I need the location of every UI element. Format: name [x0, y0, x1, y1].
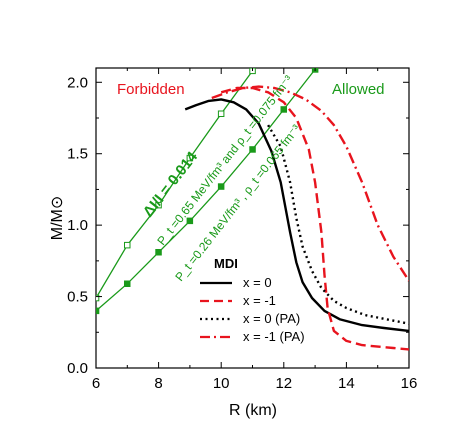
constraint-marker-open [217, 110, 225, 117]
x-tick-label: 12 [275, 375, 292, 392]
constraint-marker-filled [249, 146, 256, 153]
y-tick-label: 0.5 [67, 289, 88, 306]
x-tick-label: 8 [154, 375, 162, 392]
constraint-marker-filled [186, 217, 194, 225]
constraint-marker-open [96, 294, 100, 302]
y-tick-label: 1.0 [67, 217, 88, 234]
y-axis-title: M/M⊙ [49, 196, 66, 241]
series-line-2 [267, 124, 409, 325]
series-line-0 [184, 98, 409, 333]
constraint-marker-filled [280, 106, 287, 113]
axis-ticks: 6 8 10 12 14 16 0.0 0.5 1.0 1.5 2.0 [67, 68, 417, 392]
legend: MDI x = 0 x = -1 x = 0 (PA) x = -1 (PA) [200, 256, 305, 344]
x-tick-label: 10 [213, 375, 230, 392]
y-tick-label: 0.0 [67, 360, 88, 377]
constraint-marker-filled [96, 307, 100, 315]
legend-entry-xm1: x = -1 [243, 293, 276, 308]
constraint-marker-filled [217, 183, 225, 190]
constraint-line-filled [96, 68, 316, 312]
series-line-1 [220, 86, 409, 351]
allowed-label: Allowed [332, 81, 385, 98]
x-axis-title: R (km) [229, 402, 277, 419]
constraint-marker-open [186, 154, 194, 162]
legend-title: MDI [214, 256, 238, 271]
legend-entry-xm1-pa: x = -1 (PA) [243, 329, 305, 344]
forbidden-label: Forbidden [117, 81, 185, 98]
x-tick-label: 6 [92, 375, 100, 392]
x-tick-label: 14 [338, 375, 355, 392]
constraint-marker-open [155, 201, 162, 209]
y-tick-label: 1.5 [67, 146, 88, 163]
series-line-3 [211, 85, 409, 282]
legend-entry-x0: x = 0 [243, 275, 272, 290]
x-tick-label: 16 [401, 375, 418, 392]
constraint-marker-filled [155, 249, 162, 256]
constraint-line-open [96, 70, 254, 299]
y-tick-label: 2.0 [67, 74, 88, 91]
constraint-marker-open [124, 241, 131, 249]
legend-entry-x0-pa: x = 0 (PA) [243, 311, 300, 326]
series-lines [184, 85, 409, 351]
constraint-marker-filled [124, 280, 131, 287]
